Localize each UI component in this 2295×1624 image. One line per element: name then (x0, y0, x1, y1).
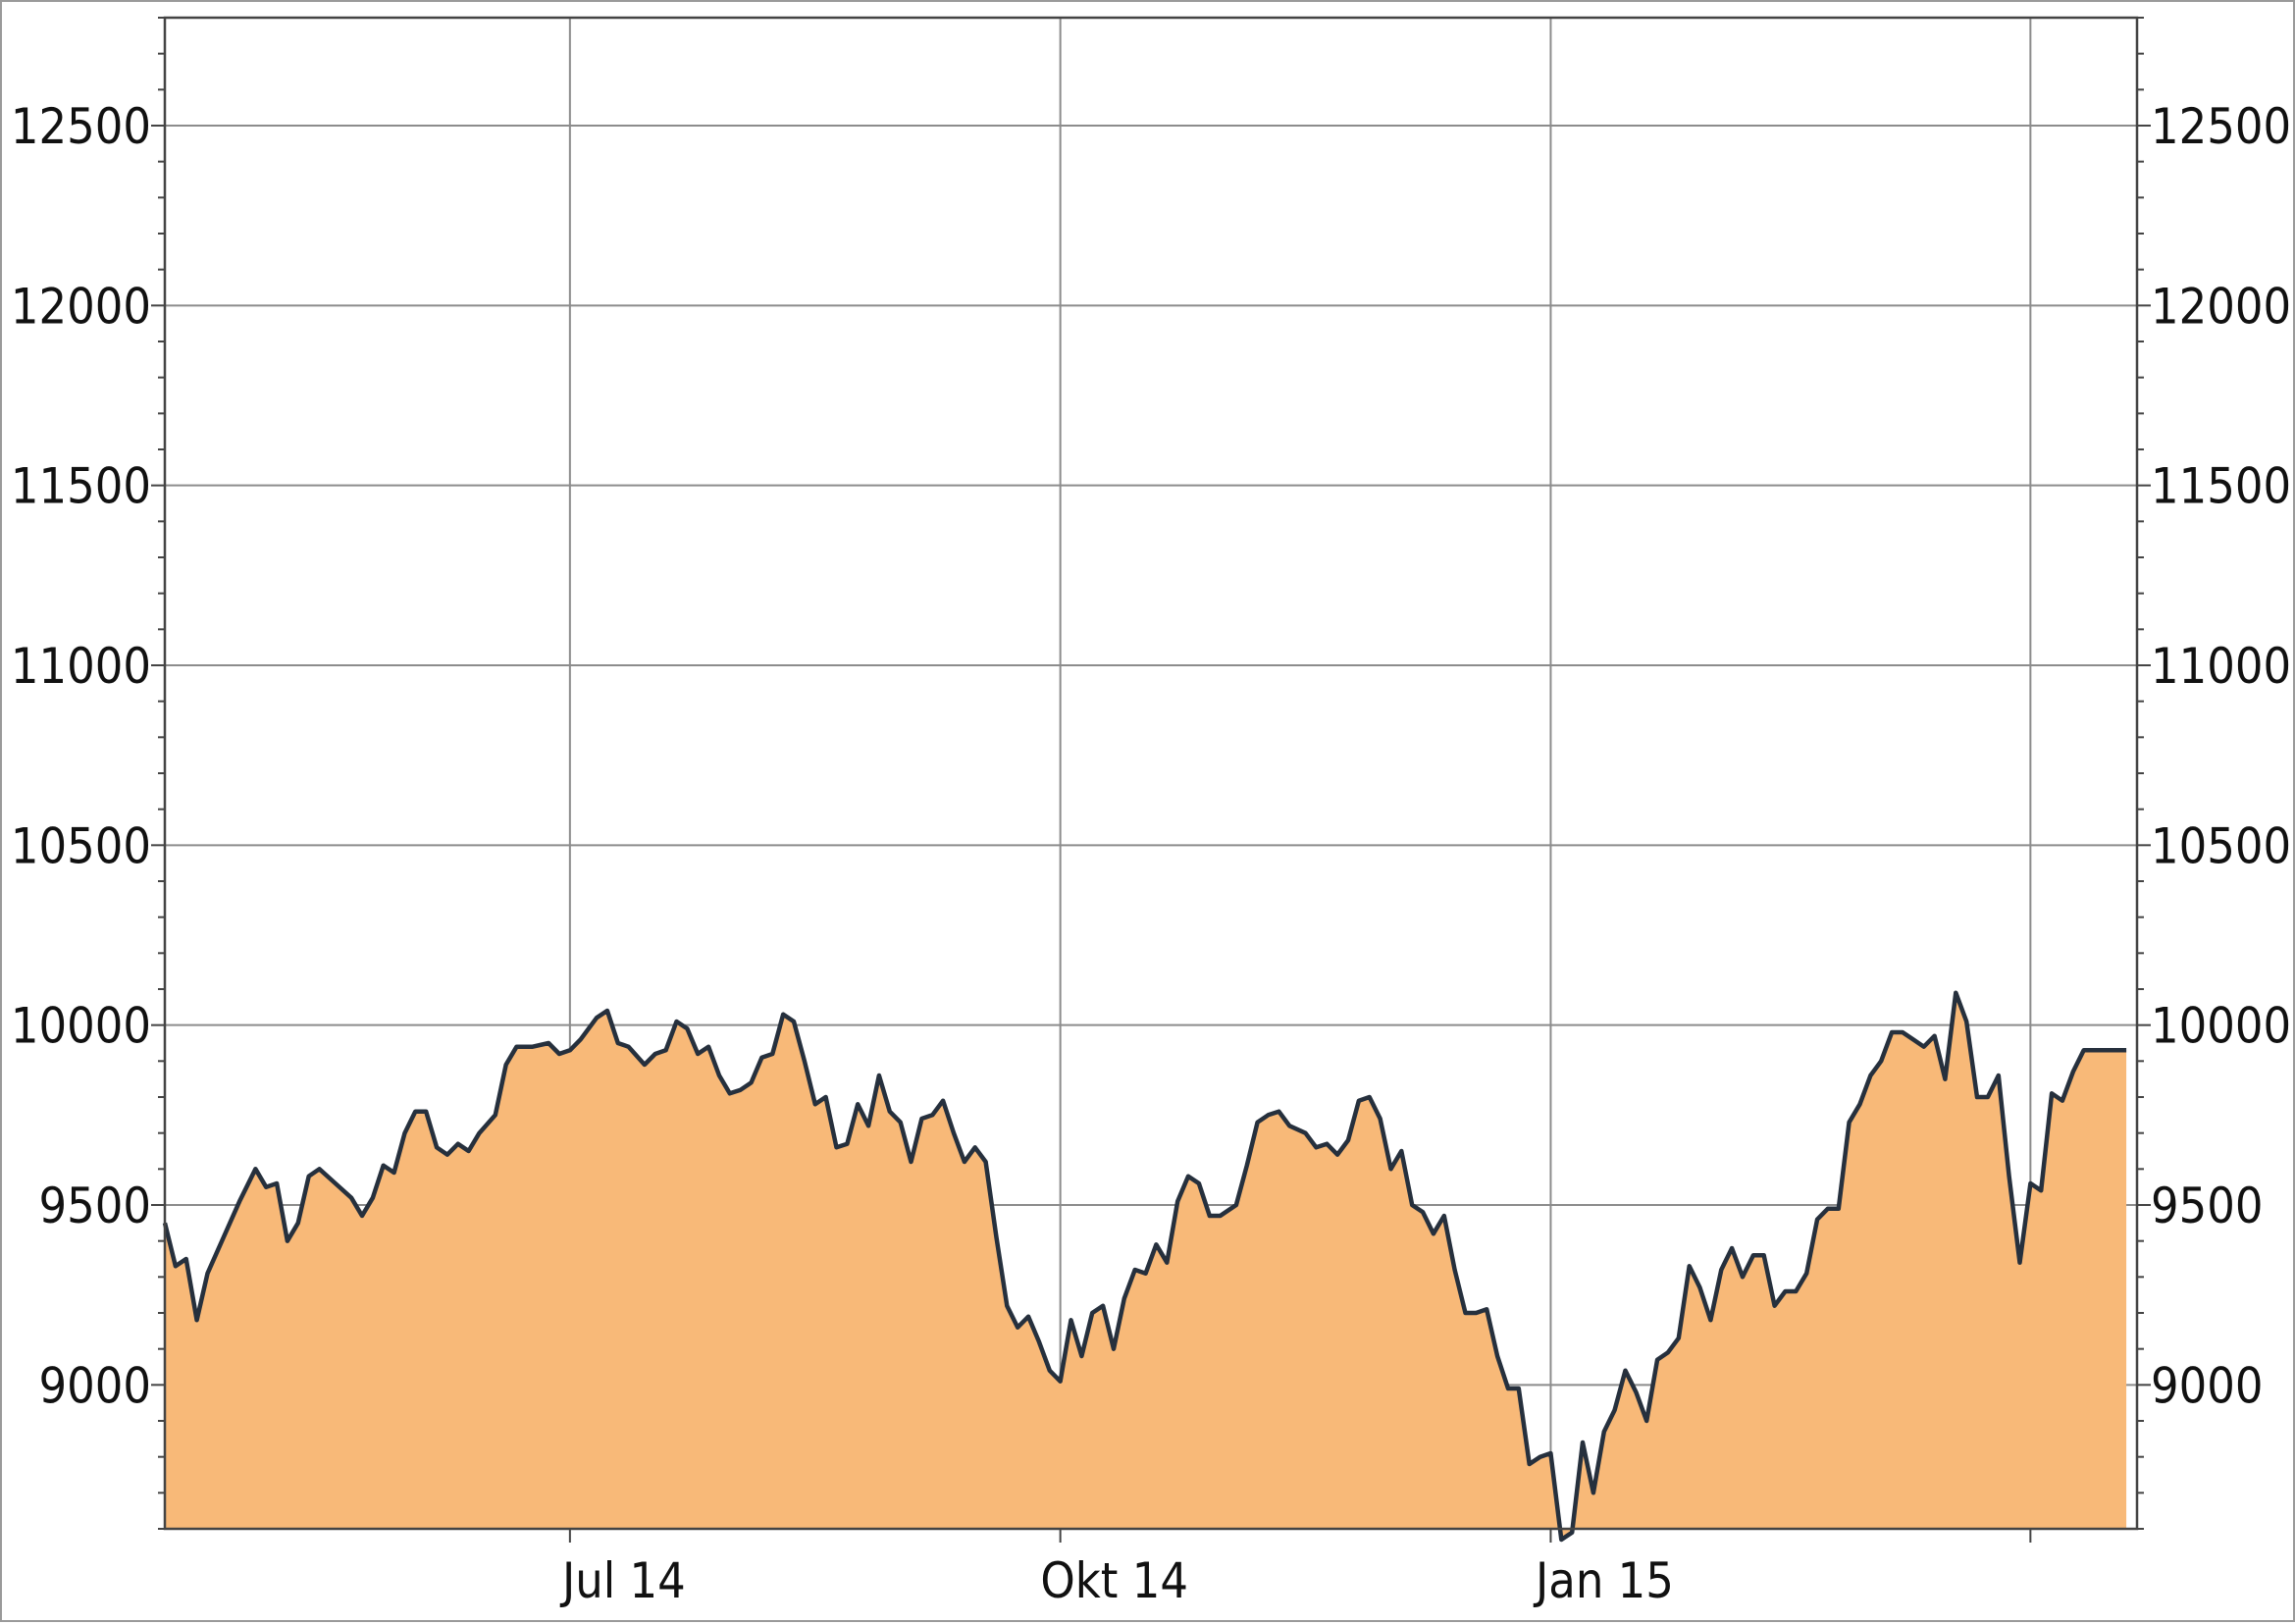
y-tick-label-right: 11000 (2151, 638, 2291, 695)
y-tick-label-left: 9500 (39, 1178, 151, 1234)
y-tick-label-right: 9500 (2151, 1178, 2263, 1234)
x-tick-label: Jul 14 (559, 1552, 686, 1609)
x-tick-label: Okt 14 (1040, 1552, 1188, 1609)
y-tick-label-left: 9000 (39, 1357, 151, 1414)
axis-labels: 9000 9000 9500 9500 10000 10000 10500 10500 1100… (11, 98, 2291, 1609)
y-tick-label-right: 10000 (2151, 998, 2291, 1055)
y-tick-label-left: 11000 (11, 638, 151, 695)
axis-ticks (151, 17, 2151, 1543)
y-tick-label-left: 10500 (11, 817, 151, 874)
y-tick-label-left: 11500 (11, 458, 151, 515)
y-tick-label-right: 12000 (2151, 278, 2291, 335)
y-tick-label-right: 11500 (2151, 458, 2291, 515)
y-tick-label-left: 10000 (11, 998, 151, 1055)
y-tick-label-left: 12000 (11, 278, 151, 335)
y-tick-label-right: 9000 (2151, 1357, 2263, 1414)
y-tick-label-left: 12500 (11, 98, 151, 155)
data-area (162, 990, 2127, 1543)
y-tick-label-right: 12500 (2151, 98, 2291, 155)
y-tick-label-right: 10500 (2151, 817, 2291, 874)
x-tick-label: Jan 15 (1533, 1552, 1674, 1609)
series-line (162, 990, 2127, 1543)
area-fill (165, 992, 2127, 1540)
